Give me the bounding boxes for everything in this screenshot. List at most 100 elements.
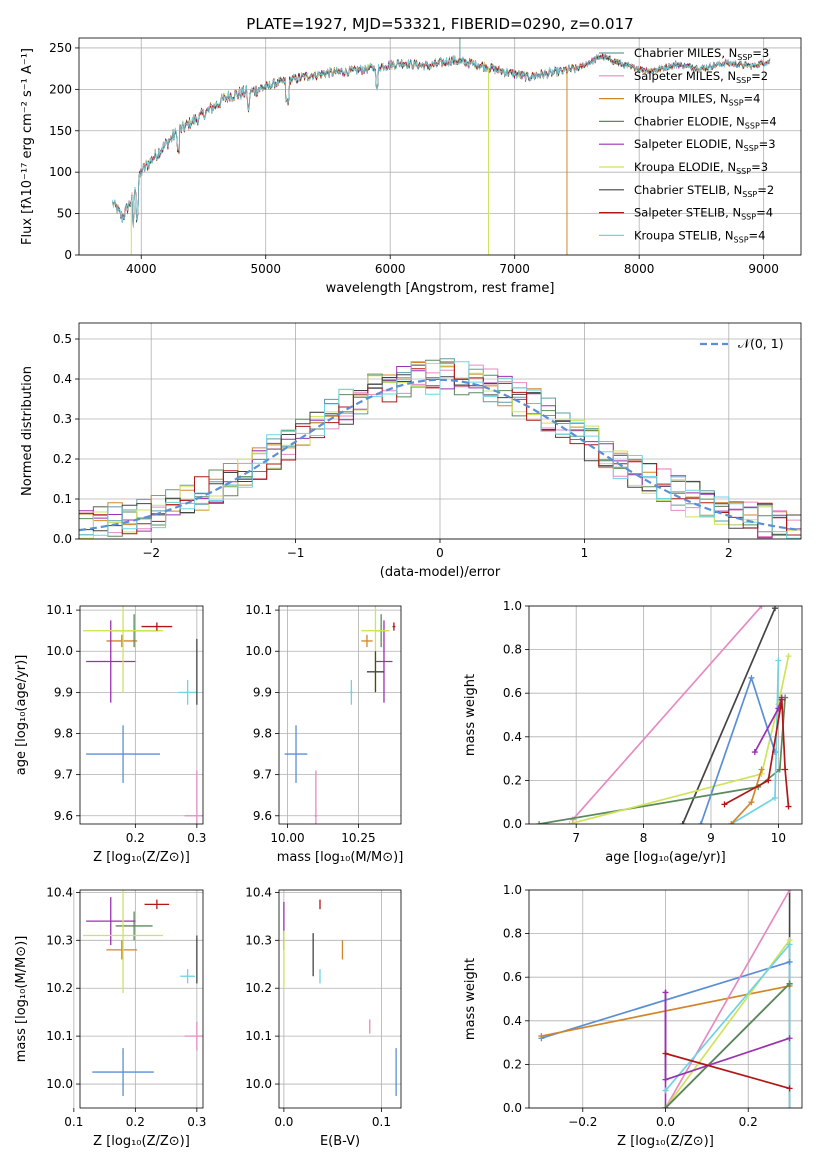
weight-marker [679,821,686,824]
x-tick-label: 8000 [624,262,655,276]
grid [279,606,401,824]
weight-marker [538,1033,545,1040]
x-tick-label: 0.2 [126,831,145,845]
legend-label-main: Salpeter ELODIE, N [634,137,744,151]
y-tick-label: 0.0 [503,817,522,831]
y-tick-label: 10.4 [46,885,73,899]
weight-marker [536,821,543,824]
x-tick-label: 7000 [499,262,530,276]
x-tick-label: 0.1 [64,1115,83,1129]
x-axis-label: Z [log₁₀(Z/Z⊙)] [93,1134,190,1149]
data-point [83,606,164,693]
axes-frame [78,37,802,256]
y-tick-label: 0.4 [503,730,522,744]
plot-area [112,38,771,255]
data-point [178,680,197,705]
axes-frame [79,889,204,1109]
y-tick-label: 100 [49,165,72,179]
weight-marker [786,890,793,893]
x-axis-label: (data-model)/error [380,565,501,580]
legend-label-suffix: =3 [759,137,776,151]
legend-label-main: Salpeter STELIB, N [634,206,741,220]
x-tick-label: 6000 [375,262,406,276]
y-tick-label: 0.0 [503,1101,522,1115]
grid [73,890,203,1108]
weight-marker [662,1087,669,1094]
weight-marker [785,803,792,810]
y-tick-label: 10.2 [245,981,272,995]
weight-marker [662,1050,669,1057]
x-axis-label: Z [log₁₀(Z/Z⊙)] [93,850,190,865]
y-tick-label: 10.1 [245,1029,272,1043]
weight-marker [765,777,772,784]
axes-frame [79,605,204,825]
panel-residuals: −2 −1 0 1 2 0.0 0.1 0.2 0.3 0.4 0.5 (data-model)/er… [20,322,802,580]
x-tick-label: 4000 [126,262,157,276]
weight-line [664,992,790,1081]
y-tick-label: 9.7 [253,768,272,782]
legend-label-main: Chabrier STELIB, N [634,183,742,197]
y-tick-label: 150 [49,124,72,138]
weight-marker [786,1035,793,1042]
panel-age_vs_Z: 0.2 0.3 9.6 9.7 9.8 9.9 10.0 10.1 Z [log₁₀(Z/Z⊙)… [14,603,206,865]
plot-area [538,890,793,1108]
plot-area [83,890,203,1097]
x-tick-label: 0.0 [274,1115,293,1129]
weight-marker [772,794,779,801]
y-tick-label: 0.2 [503,773,522,787]
y-tick-label: 250 [49,41,72,55]
weight-marker [662,1076,669,1083]
data-point [83,890,164,994]
data-point [284,725,308,783]
legend-label-main: Chabrier ELODIE, N [634,114,745,128]
normal-reference-curve [79,378,801,532]
y-tick-label: 0.4 [53,372,72,386]
y-tick-label: 0.2 [503,1057,522,1071]
y-axis-label: mass weight [463,958,478,1040]
data-point [314,770,318,824]
data-point [106,940,138,960]
legend-label: Kroupa MILES, NSSP=4 [634,92,760,108]
x-tick-label: 9000 [748,262,779,276]
data-point [141,622,173,631]
x-tick-label: 9 [707,831,715,845]
legend-label-sub: SSP [734,235,749,244]
plot-area [83,606,203,824]
y-tick-label: 9.8 [253,727,272,741]
y-tick-label: 50 [57,207,72,221]
y-tick-label: 9.8 [54,727,73,741]
weight-marker [751,749,758,756]
y-tick-label: 9.9 [54,685,73,699]
panel-massweight_vs_age: 7 8 9 10 0.0 0.2 0.4 0.6 0.8 1.0 age [log₁₀(age/yr… [463,599,803,865]
x-tick-label: 0.2 [126,1115,145,1129]
x-tick-label: 5000 [250,262,281,276]
grid [79,323,801,540]
weight-marker [782,766,789,773]
data-point [361,634,373,648]
y-tick-label: 0.6 [503,686,522,700]
weight-marker [786,1085,793,1092]
legend-label-suffix: =4 [744,92,761,106]
y-tick-label: 10.3 [245,933,272,947]
y-tick-label: 200 [49,82,72,96]
y-tick-label: 1.0 [503,599,522,613]
weight-marker [786,980,793,987]
figure-title: PLATE=1927, MJD=53321, FIBERID=0290, z=0… [246,15,633,33]
y-tick-label: 9.6 [253,809,272,823]
panel-mass_vs_Z: 0.1 0.2 0.3 10.0 10.1 10.2 10.3 10.4 Z [log₁₀(Z/… [14,885,206,1149]
weight-line [681,607,776,824]
weight-marker [785,653,792,660]
y-tick-label: 0.5 [53,332,72,346]
legend-label-sub: SSP [745,121,760,130]
y-tick-label: 0.3 [53,412,72,426]
legend-label: Chabrier ELODIE, NSSP=4 [634,114,777,130]
y-axis-label: Flux [fλ10⁻¹⁷ erg cm⁻² s⁻¹ A⁻¹] [20,48,35,245]
data-point [184,1021,203,1051]
x-tick-label: 7 [572,831,580,845]
axes-frame [278,605,402,825]
legend-label: Kroupa STELIB, NSSP=4 [634,228,765,244]
y-tick-label: 0.8 [503,643,522,657]
y-tick-label: 10.4 [245,885,272,899]
